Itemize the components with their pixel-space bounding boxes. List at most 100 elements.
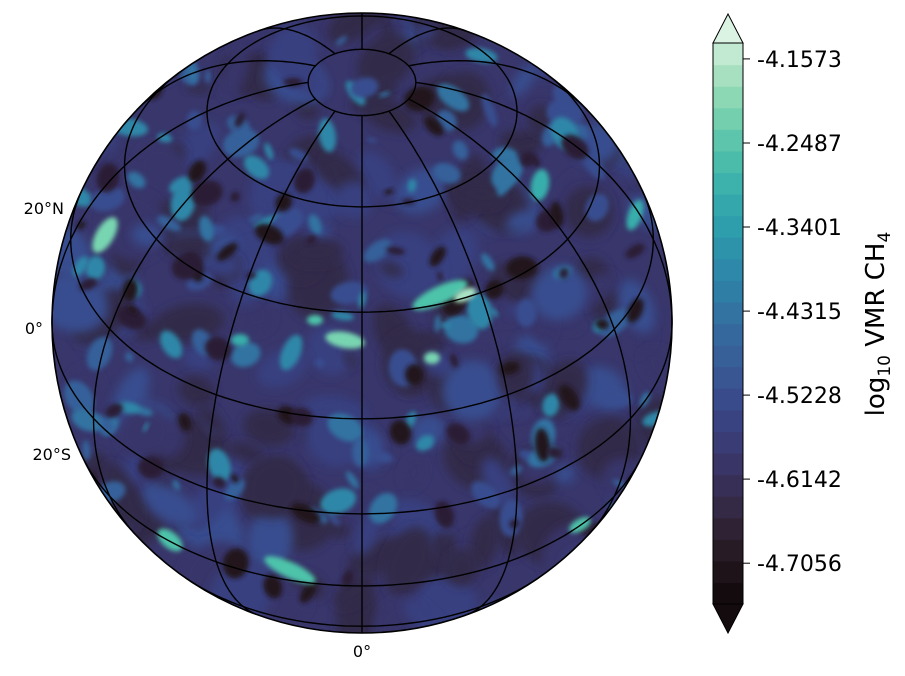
colorbar-band (713, 539, 743, 562)
field-patch (92, 217, 118, 253)
colorbar-band (713, 150, 743, 174)
field-patch (609, 504, 628, 516)
field-patch (216, 242, 238, 261)
field-patch (230, 191, 240, 203)
field-patch (79, 13, 143, 49)
colorbar-band (713, 496, 743, 519)
field-patch (572, 51, 600, 87)
field-patch (629, 137, 635, 148)
field-patch (335, 35, 347, 46)
meridian-line (408, 59, 588, 111)
field-patch (230, 342, 261, 368)
field-patch (52, 553, 110, 617)
colorbar-band (713, 258, 743, 281)
field-patch (293, 167, 316, 194)
field-patch (318, 118, 336, 153)
field-patch (379, 261, 404, 278)
field-patch (366, 137, 377, 143)
field-patch (485, 279, 504, 300)
field-patch (330, 281, 368, 305)
field-patch (603, 559, 656, 594)
field-patch (519, 151, 536, 167)
field-patch (407, 178, 417, 193)
field-patch (327, 413, 363, 442)
field-patch (290, 238, 344, 266)
colorbar-band (713, 409, 743, 432)
field-patch (239, 295, 274, 333)
colorbar-band (713, 452, 743, 476)
field-patch (465, 47, 498, 63)
field-patch (356, 151, 397, 199)
field-patch (149, 19, 165, 40)
field-patch (104, 38, 154, 86)
colorbar-band (713, 194, 743, 217)
field-patch (530, 169, 550, 201)
field-patch (437, 271, 443, 282)
field-patch (469, 516, 499, 569)
field-patch (327, 512, 340, 526)
field-patch (481, 253, 495, 271)
field-patch (271, 25, 317, 72)
field-patch (220, 45, 249, 98)
field-patch (383, 527, 434, 596)
field-patch (350, 77, 379, 98)
field-patch (546, 446, 563, 459)
field-patch (299, 581, 317, 604)
field-patch (172, 479, 180, 491)
field-patch (117, 406, 173, 457)
field-patch (558, 384, 580, 411)
colorbar-band (713, 64, 743, 87)
field-patch (205, 69, 211, 84)
field-patch (315, 358, 325, 368)
field-patch (188, 160, 207, 183)
lat-label-20s: 20°S (32, 445, 71, 464)
colorbar-band (713, 129, 743, 152)
colorbar-extend-high (712, 12, 744, 44)
field-patch (82, 440, 91, 461)
colorbar-tick-label: -4.7056 (757, 552, 842, 577)
colorbar-ticks: -4.1573 -4.2487 -4.3401 -4.4315 -4.5228 -4.61… (743, 48, 842, 577)
field-patch (105, 403, 123, 418)
field-patch (587, 56, 597, 77)
colorbar-band (713, 301, 743, 325)
field-patch (254, 223, 284, 245)
field-patch (378, 91, 391, 98)
field-patch (369, 492, 398, 524)
colorbar-band (713, 582, 743, 605)
field-patch (222, 128, 260, 158)
colorbar-band (713, 107, 743, 130)
colorbar-tick-label: -4.1573 (757, 48, 842, 73)
field-patch (279, 334, 303, 371)
field-patch (115, 565, 165, 611)
field-patch (612, 479, 629, 489)
meridian-line (92, 98, 316, 534)
field-patch (96, 163, 120, 193)
field-patch (54, 544, 109, 607)
field-patch (363, 239, 392, 263)
field-patch (523, 392, 544, 407)
field-patch (585, 580, 601, 605)
field-patch (72, 121, 98, 166)
field-patch (481, 457, 514, 510)
colorbar-tick-label: -4.6142 (757, 468, 842, 493)
field-patch (437, 83, 470, 112)
colorbar-band (713, 388, 743, 411)
field-patch (291, 502, 321, 524)
field-patch (611, 70, 619, 82)
colorbar-band (713, 43, 743, 66)
field-patch (585, 193, 609, 222)
lat-label-0: 0° (25, 319, 43, 338)
field-patch (563, 40, 588, 60)
field-patch (564, 613, 603, 633)
field-patch (405, 363, 424, 386)
field-patch (424, 116, 444, 136)
meridian-line (415, 81, 673, 323)
field-patch (481, 93, 498, 127)
field-patch (599, 308, 632, 337)
colorbar-band (713, 237, 743, 260)
field-patch (584, 558, 610, 576)
field-patch (618, 105, 643, 130)
field-patch (352, 437, 369, 467)
field-patch (290, 407, 313, 427)
field-patch (231, 474, 239, 483)
